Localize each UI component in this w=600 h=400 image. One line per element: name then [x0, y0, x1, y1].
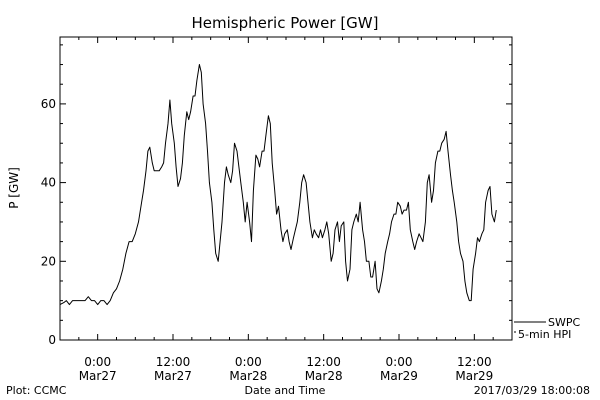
- x-tick-time-label: 12:00: [457, 355, 492, 369]
- x-tick-date-label: Mar28: [229, 369, 267, 383]
- footer-timestamp: 2017/03/29 18:00:08: [474, 384, 590, 397]
- x-tick-time-label: 0:00: [386, 355, 413, 369]
- legend: SWPC 5-min HPI: [514, 316, 580, 341]
- y-axis-label: P [GW]: [7, 167, 21, 209]
- x-axis-label: Date and Time: [245, 384, 326, 397]
- x-tick-time-label: 12:00: [156, 355, 191, 369]
- footer-plot-credit: Plot: CCMC: [6, 384, 67, 397]
- y-tick-label: 40: [41, 176, 56, 190]
- series-layer: [59, 64, 497, 306]
- x-tick-date-label: Mar29: [380, 369, 418, 383]
- y-tick-label: 20: [41, 254, 56, 268]
- x-tick-date-label: Mar28: [305, 369, 343, 383]
- chart-title: Hemispheric Power [GW]: [192, 14, 379, 32]
- x-tick-time-label: 12:00: [306, 355, 341, 369]
- plot-frame: [59, 36, 513, 341]
- y-tick-label: 60: [41, 97, 56, 111]
- y-axis-ticks: 0 20 40 60: [41, 44, 512, 347]
- x-axis-ticks: 0:00Mar2712:00Mar270:00Mar2812:00Mar280:…: [59, 37, 513, 383]
- legend-swpc-label: SWPC: [548, 316, 580, 329]
- x-tick-time-label: 0:00: [235, 355, 262, 369]
- legend-hpi-label: 5-min HPI: [518, 328, 571, 341]
- y-tick-label: 0: [48, 333, 56, 347]
- series-line-swpc: [59, 64, 497, 306]
- x-tick-date-label: Mar27: [79, 369, 117, 383]
- x-tick-date-label: Mar27: [154, 369, 192, 383]
- x-tick-time-label: 0:00: [84, 355, 111, 369]
- x-tick-date-label: Mar29: [455, 369, 493, 383]
